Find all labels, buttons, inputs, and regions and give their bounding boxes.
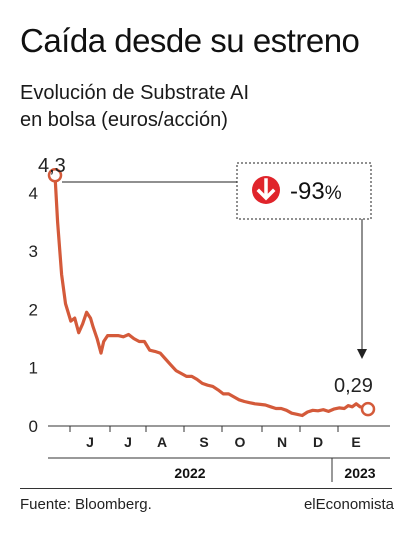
start-point-marker [47,168,63,183]
end-value-label: 0,29 [334,375,373,397]
series-layer [47,168,376,418]
year-label-2022: 2022 [174,465,205,481]
subtitle-line-2: en bolsa (euros/acción) [20,109,228,131]
x-tick-label: J [124,434,132,450]
end-pointer-arrowhead [357,349,367,359]
source-note: Fuente: Bloomberg. [20,496,152,513]
x-tick-label: N [277,434,287,450]
chart-title: Caída desde su estreno [20,22,360,59]
subtitle-line-1: Evolución de Substrate AI [20,82,250,104]
end-point-marker [360,401,376,417]
arrow-down-circle-icon [252,176,280,204]
y-tick-label: 1 [29,359,38,378]
x-tick-label: A [157,434,167,450]
change-badge-value: -93% [290,178,342,205]
start-value-label: 4,3 [38,155,66,177]
year-label-2023: 2023 [344,465,375,481]
change-badge-unit: % [325,183,342,204]
y-tick-label: 0 [29,417,38,436]
publisher-brand: elEconomista [303,496,394,513]
x-axis: 2022 2023 J J A S O N D E [48,425,390,482]
y-tick-label: 2 [29,300,38,319]
x-tick-label: D [313,434,323,450]
x-tick-label: E [351,434,360,450]
y-tick-label: 4 [29,184,38,203]
x-tick-label: J [86,434,94,450]
footer-rule [20,488,392,489]
y-axis: 0 1 2 3 4 [29,184,38,436]
x-tick-label: O [235,434,246,450]
series-line [53,173,370,418]
chart-subtitle: Evolución de Substrate AI en bolsa (euro… [20,80,400,134]
y-tick-label: 3 [29,242,38,261]
x-tick-label: S [199,434,208,450]
